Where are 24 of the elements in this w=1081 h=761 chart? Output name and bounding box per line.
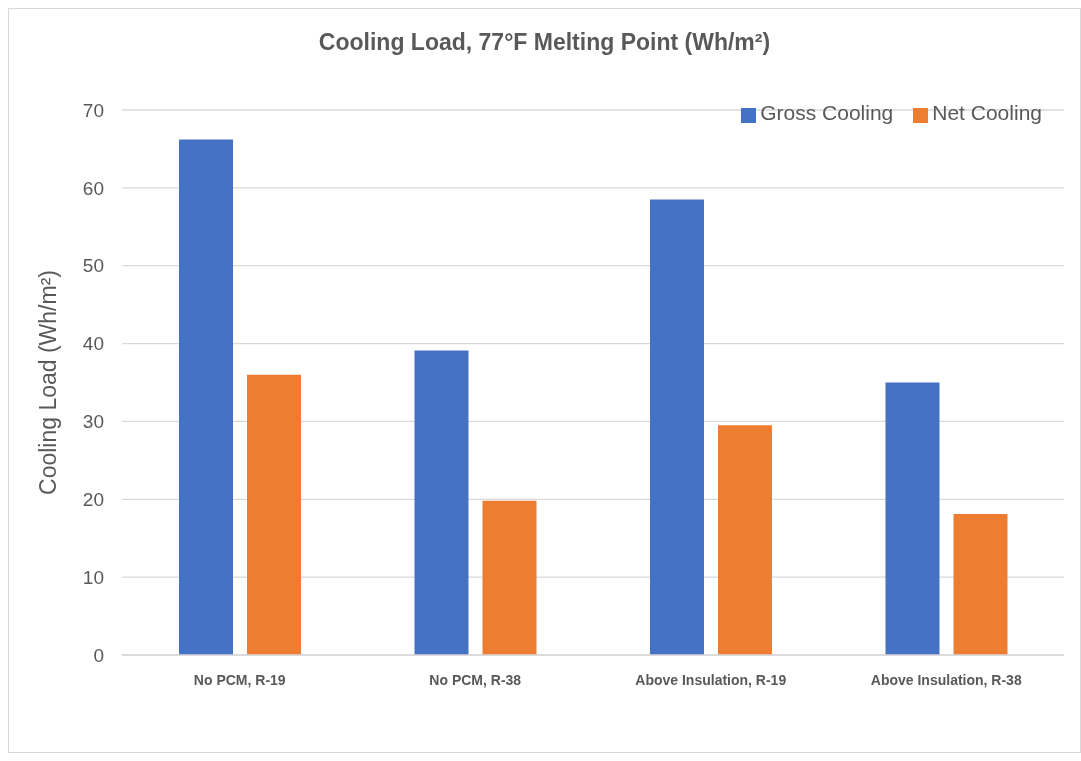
y-tick-label: 20 <box>82 489 104 511</box>
y-tick-label: 70 <box>82 99 104 121</box>
y-tick-label: 0 <box>93 644 104 666</box>
y-tick-label: 40 <box>82 333 104 355</box>
bar <box>953 514 1008 655</box>
x-tick-label: Above Insulation, R-38 <box>870 671 1022 688</box>
bar <box>650 199 704 655</box>
bar <box>247 374 301 655</box>
legend-label: Gross Cooling <box>760 101 894 124</box>
bar <box>414 350 469 655</box>
bar <box>482 500 537 655</box>
x-tick-label: No PCM, R-38 <box>429 671 522 688</box>
bar <box>885 382 940 655</box>
x-tick-label: Above Insulation, R-19 <box>635 671 787 688</box>
x-tick-label: No PCM, R-19 <box>193 671 286 688</box>
y-axis-title: Cooling Load (Wh/m²) <box>35 270 61 495</box>
legend-label: Net Cooling <box>932 101 1042 124</box>
chart-title: Cooling Load, 77°F Melting Point (Wh/m²) <box>317 29 772 56</box>
bar <box>179 139 233 655</box>
y-tick-label: 10 <box>82 566 104 588</box>
bar <box>718 425 772 655</box>
y-tick-label: 30 <box>82 411 104 433</box>
y-tick-label: 60 <box>82 177 104 199</box>
y-tick-label: 50 <box>82 255 104 277</box>
